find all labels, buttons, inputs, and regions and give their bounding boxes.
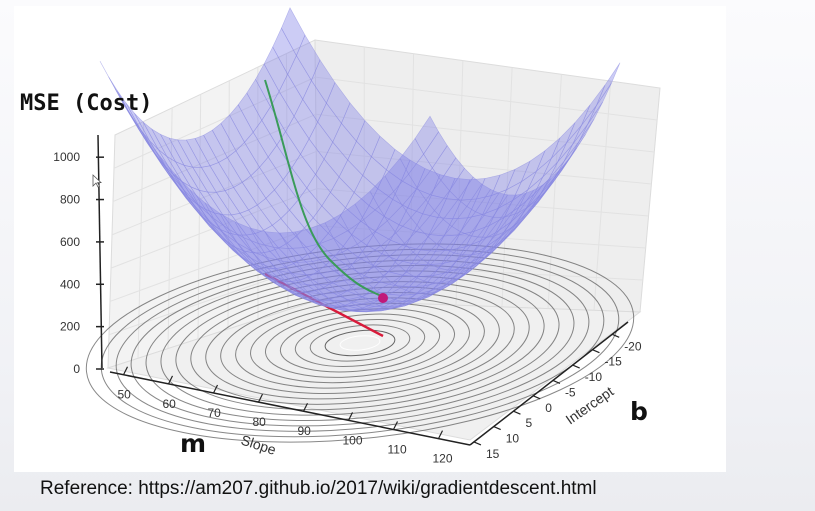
x-tick-label: 100 <box>343 433 363 447</box>
x-tick-label: 120 <box>433 452 453 466</box>
grid-line <box>547 74 562 309</box>
y-tick-label: -5 <box>565 385 576 399</box>
y-tick-label: 0 <box>545 401 552 415</box>
x-axis-line <box>109 371 471 446</box>
contour-ring <box>175 275 545 411</box>
y-axis-line <box>469 321 629 446</box>
grid-line <box>197 94 202 339</box>
reference-caption: Reference: https://am207.github.io/2017/… <box>40 478 597 499</box>
x-tick-label: 110 <box>388 442 407 456</box>
y-tick-mark <box>592 349 600 354</box>
grid-line <box>113 76 316 169</box>
grid-line <box>593 81 612 311</box>
mouse-cursor-icon <box>92 174 102 188</box>
gradient-path <box>264 79 384 298</box>
z-tick-label: 400 <box>60 277 80 291</box>
x-tick-mark <box>437 430 444 439</box>
y-tick-mark <box>493 425 501 431</box>
y-tick-labels: 15 10 50 -5 -10-15-20 <box>473 333 642 461</box>
contour-ring <box>279 313 441 373</box>
contour-ring <box>294 319 426 367</box>
contour-ring <box>115 254 605 432</box>
surface-patch <box>596 62 621 106</box>
contour-ring <box>309 324 411 362</box>
cost-surface <box>99 7 621 313</box>
x-tick-labels: 50 60 70 80 90 100 110 120 <box>118 366 453 466</box>
contour-ring <box>190 281 530 405</box>
floor-pane <box>106 299 642 441</box>
z-tick-label: 0 <box>73 362 80 376</box>
y-axis-letter: b <box>630 397 648 426</box>
x-tick-label: 60 <box>163 397 177 411</box>
contour-ring <box>264 308 456 378</box>
z-axis-title: MSE (Cost) <box>20 91 152 116</box>
contour-ring <box>235 297 485 389</box>
grid-line <box>315 113 655 153</box>
z-tick-label: 200 <box>60 320 80 334</box>
x-tick-label: 70 <box>208 406 222 420</box>
y-tick-label: 10 <box>506 432 520 446</box>
contour-ring <box>205 286 515 400</box>
contour-ring <box>339 335 381 351</box>
z-axis-line <box>97 134 103 369</box>
axes <box>97 134 629 446</box>
x-tick-mark <box>347 412 354 421</box>
grid-line <box>315 76 658 121</box>
x-axis-name: Slope <box>239 432 278 458</box>
x-tick-label: 90 <box>298 424 312 438</box>
y-tick-mark <box>552 379 561 384</box>
gridlines <box>108 46 658 359</box>
x-tick-mark <box>122 366 129 376</box>
y-tick-label: 5 <box>525 416 532 430</box>
x-tick-label: 50 <box>118 388 132 402</box>
grid-line <box>316 150 652 185</box>
grid-line <box>285 53 289 310</box>
grid-line <box>227 80 230 330</box>
grid-line <box>409 53 415 304</box>
y-tick-mark <box>532 395 541 400</box>
grid-line <box>112 113 317 203</box>
grid-line <box>167 107 173 349</box>
y-tick-label: 15 <box>486 447 500 461</box>
x-tick-mark <box>212 384 219 394</box>
z-tick-label: 1000 <box>53 150 80 164</box>
x-tick-label: 80 <box>253 415 267 429</box>
contour-ring <box>324 329 396 357</box>
x-tick-mark <box>167 375 174 385</box>
y-tick-mark <box>611 333 620 338</box>
z-tick-label: 600 <box>60 235 80 249</box>
contour-ring <box>100 248 620 438</box>
grid-line <box>316 188 649 217</box>
x-tick-mark <box>392 421 399 430</box>
z-tick-label: 800 <box>60 193 80 207</box>
grid-line <box>137 121 145 359</box>
x-tick-mark <box>302 402 309 412</box>
contour-ring <box>220 291 500 395</box>
contour-ring <box>130 259 590 427</box>
grid-line <box>455 60 464 306</box>
y-tick-label: -10 <box>585 370 603 384</box>
y-tick-mark <box>572 364 580 369</box>
contour-ring <box>160 270 560 416</box>
x-tick-mark <box>257 393 264 403</box>
y-tick-mark <box>513 410 521 415</box>
x-axis-letter: m <box>180 429 206 458</box>
y-tick-mark <box>473 441 482 446</box>
z-tick-labels: 0 200 400 600 800 1000 <box>53 150 104 376</box>
grid-line <box>317 262 643 281</box>
y-tick-label: -20 <box>624 339 642 353</box>
y-tick-label: -15 <box>604 355 622 369</box>
current-point <box>378 293 388 303</box>
grid-line <box>111 150 317 236</box>
